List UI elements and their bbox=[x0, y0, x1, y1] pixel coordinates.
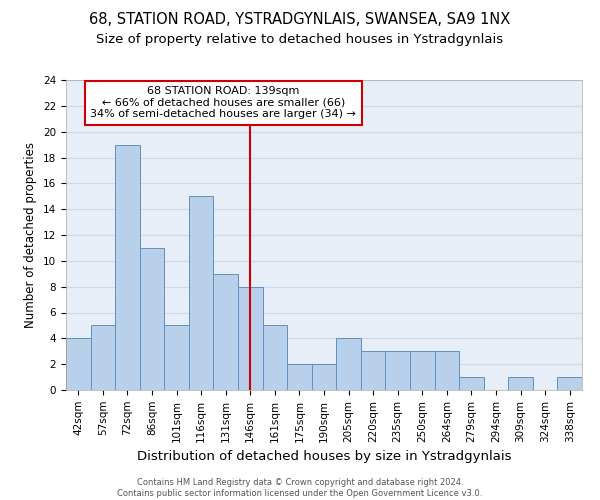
Bar bbox=[410, 351, 434, 390]
X-axis label: Distribution of detached houses by size in Ystradgynlais: Distribution of detached houses by size … bbox=[137, 450, 511, 463]
Text: 68, STATION ROAD, YSTRADGYNLAIS, SWANSEA, SA9 1NX: 68, STATION ROAD, YSTRADGYNLAIS, SWANSEA… bbox=[89, 12, 511, 28]
Bar bbox=[361, 351, 385, 390]
Bar bbox=[214, 274, 238, 390]
Text: Contains HM Land Registry data © Crown copyright and database right 2024.
Contai: Contains HM Land Registry data © Crown c… bbox=[118, 478, 482, 498]
Bar bbox=[115, 144, 140, 390]
Bar bbox=[238, 286, 263, 390]
Bar bbox=[164, 326, 189, 390]
Bar bbox=[434, 351, 459, 390]
Text: 68 STATION ROAD: 139sqm
← 66% of detached houses are smaller (66)
34% of semi-de: 68 STATION ROAD: 139sqm ← 66% of detache… bbox=[91, 86, 356, 120]
Bar bbox=[263, 326, 287, 390]
Bar bbox=[140, 248, 164, 390]
Y-axis label: Number of detached properties: Number of detached properties bbox=[25, 142, 37, 328]
Bar bbox=[91, 326, 115, 390]
Text: Size of property relative to detached houses in Ystradgynlais: Size of property relative to detached ho… bbox=[97, 32, 503, 46]
Bar bbox=[557, 377, 582, 390]
Bar bbox=[312, 364, 336, 390]
Bar bbox=[508, 377, 533, 390]
Bar bbox=[336, 338, 361, 390]
Bar bbox=[385, 351, 410, 390]
Bar bbox=[459, 377, 484, 390]
Bar bbox=[189, 196, 214, 390]
Bar bbox=[287, 364, 312, 390]
Bar bbox=[66, 338, 91, 390]
